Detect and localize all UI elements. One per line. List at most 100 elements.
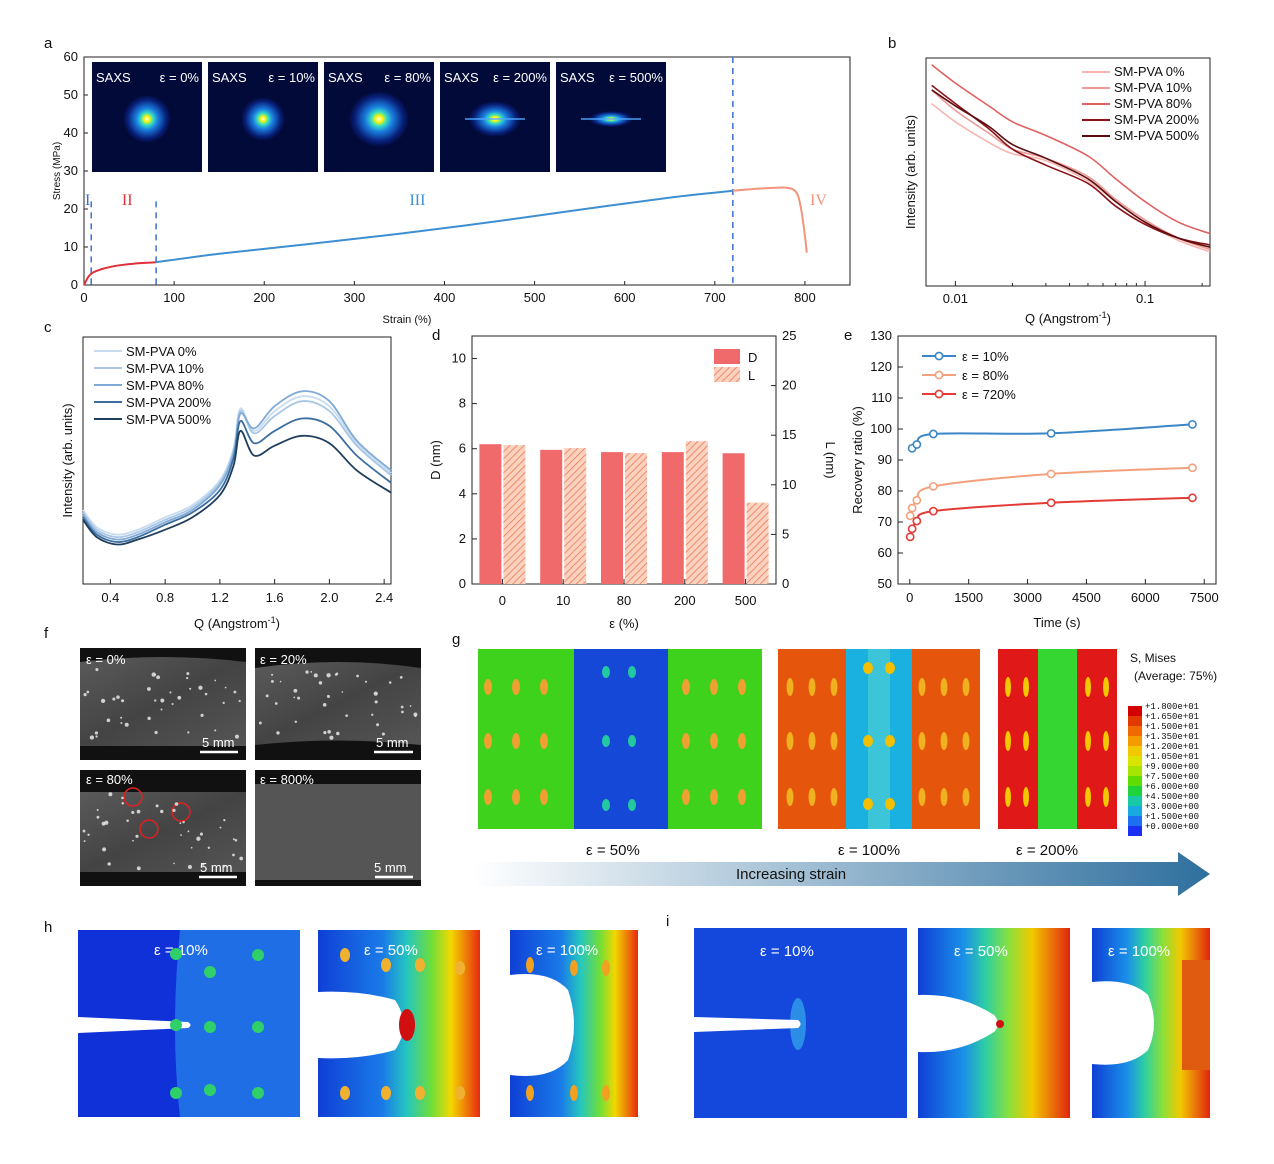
- ct-particle: [95, 735, 98, 738]
- ct-particle: [293, 688, 298, 693]
- y-tick-label: 0: [71, 277, 78, 292]
- ct-particle: [120, 716, 123, 719]
- ct-particle: [120, 721, 123, 724]
- legend-label: SM-PVA 0%: [1114, 64, 1185, 79]
- saxs-inset-3: SAXS ε = 200%: [440, 62, 550, 172]
- fem-inclusion: [602, 666, 610, 678]
- fem-inclusion: [1103, 731, 1109, 751]
- data-point: [1046, 498, 1056, 508]
- y-tick-label: 20: [64, 201, 78, 216]
- series-line: [82, 390, 392, 541]
- legend-label: SM-PVA 200%: [1114, 112, 1199, 127]
- x-axis-label: Q (Angstrom-1): [1025, 310, 1111, 326]
- saxs-strain-label: ε = 200%: [493, 70, 547, 85]
- ct-particle: [171, 703, 174, 706]
- ct-particle: [297, 696, 301, 700]
- ct-particle: [177, 695, 182, 700]
- ct-particle: [356, 674, 359, 678]
- inclusion: [204, 1021, 216, 1033]
- bar-L: [685, 441, 708, 584]
- ct-particle: [102, 847, 107, 852]
- region-label: IV: [810, 192, 827, 209]
- y-tick-label: 60: [64, 49, 78, 64]
- fem-inclusion: [918, 788, 926, 806]
- legend-label: SM-PVA 500%: [126, 412, 211, 427]
- colorbar-swatch: [1128, 716, 1142, 726]
- panel-label-c: c: [44, 319, 52, 336]
- y-right-tick-label: 25: [782, 328, 796, 343]
- data-point: [928, 429, 938, 439]
- x-tick-label: 0.8: [156, 590, 174, 605]
- ct-particle: [327, 729, 331, 734]
- fem-inclusion: [628, 799, 636, 811]
- chart-d-bar: 0 2 4 6 8 10 0 5 10 15 20 25 D (nm) L (nm) ε (%) 0 10 80 2…: [428, 328, 838, 631]
- panel-h-crack-sim: ε = 10% ε = 50% ε = 100%: [78, 930, 638, 1117]
- colorbar-label: +3.000e+00: [1145, 802, 1199, 812]
- crack-sim-i-label-50: ε = 50%: [954, 943, 1008, 960]
- y-tick-label: 70: [878, 514, 892, 529]
- y-right-tick-label: 10: [782, 477, 796, 492]
- ct-particle: [180, 834, 182, 836]
- ct-particle: [126, 819, 129, 823]
- saxs-pattern: [349, 91, 409, 147]
- ct-particle: [239, 856, 244, 861]
- ct-particle: [132, 839, 134, 842]
- ct-particle: [156, 675, 161, 680]
- ct-particle: [271, 673, 274, 676]
- y-tick-label: 10: [64, 239, 78, 254]
- y-axis-label: D (nm): [428, 440, 443, 480]
- legend-label: SM-PVA 200%: [126, 395, 211, 410]
- ct-particle: [187, 830, 190, 833]
- colorbar-swatch: [1128, 756, 1142, 766]
- y-tick-label: 10: [452, 351, 466, 366]
- fem-inclusion: [786, 788, 794, 806]
- legend-label: SM-PVA 500%: [1114, 128, 1199, 143]
- y-tick-label: 80: [878, 483, 892, 498]
- ct-particle: [174, 802, 179, 806]
- y-tick-label: 50: [878, 576, 892, 591]
- fem-inclusion: [628, 666, 636, 678]
- x-axis-label: Strain (%): [383, 314, 432, 326]
- fem-inclusion: [710, 733, 718, 749]
- y-tick-label: 120: [870, 359, 892, 374]
- fem-inclusion: [512, 733, 520, 749]
- x-tick-label: 1.6: [266, 590, 284, 605]
- x-tick-label: 100: [163, 290, 185, 305]
- legend-marker: [934, 389, 944, 399]
- y-axis-label: Recovery ratio (%): [850, 406, 865, 514]
- ct-particle: [294, 720, 298, 724]
- fem-inclusion: [863, 662, 873, 674]
- fem-inclusion: [738, 789, 746, 805]
- ct-scale-label-2: 5 mm: [200, 860, 233, 875]
- colorbar-label: +6.000e+00: [1145, 782, 1199, 792]
- ct-particle: [160, 708, 163, 711]
- ct-particle: [399, 675, 403, 679]
- fem-inclusion: [1085, 731, 1091, 751]
- ct-particle: [154, 730, 158, 735]
- ct-particle: [187, 864, 192, 870]
- ct-particle: [310, 671, 313, 673]
- bar-D: [661, 452, 684, 584]
- saxs-strain-label: ε = 500%: [609, 70, 663, 85]
- x-tick-label: 2.0: [320, 590, 338, 605]
- fem-inclusion: [540, 733, 548, 749]
- crack-sim-i-label-10: ε = 10%: [760, 943, 814, 960]
- inclusion: [252, 1021, 264, 1033]
- legend-label: ε = 10%: [962, 349, 1009, 364]
- fem-inclusion: [540, 679, 548, 695]
- ct-particle: [373, 691, 378, 696]
- fem-inclusion: [808, 788, 816, 806]
- inclusion: [455, 1086, 465, 1100]
- fem-inclusion: [918, 732, 926, 750]
- ct-highlight-circle: [171, 802, 191, 822]
- ct-particle: [376, 723, 380, 727]
- x-axis-label: Q (Angstrom-1): [194, 615, 280, 631]
- ct-particle: [82, 829, 86, 833]
- x-axis-label-sup: -1: [1099, 310, 1107, 320]
- ct-particle-speckles: [82, 668, 418, 871]
- crack-sim-i-label-100: ε = 100%: [1108, 943, 1170, 960]
- x-tick-label: 6000: [1131, 590, 1160, 605]
- data-point: [1046, 469, 1056, 479]
- legend-label: L: [748, 368, 755, 383]
- colorbar-swatch: [1128, 796, 1142, 806]
